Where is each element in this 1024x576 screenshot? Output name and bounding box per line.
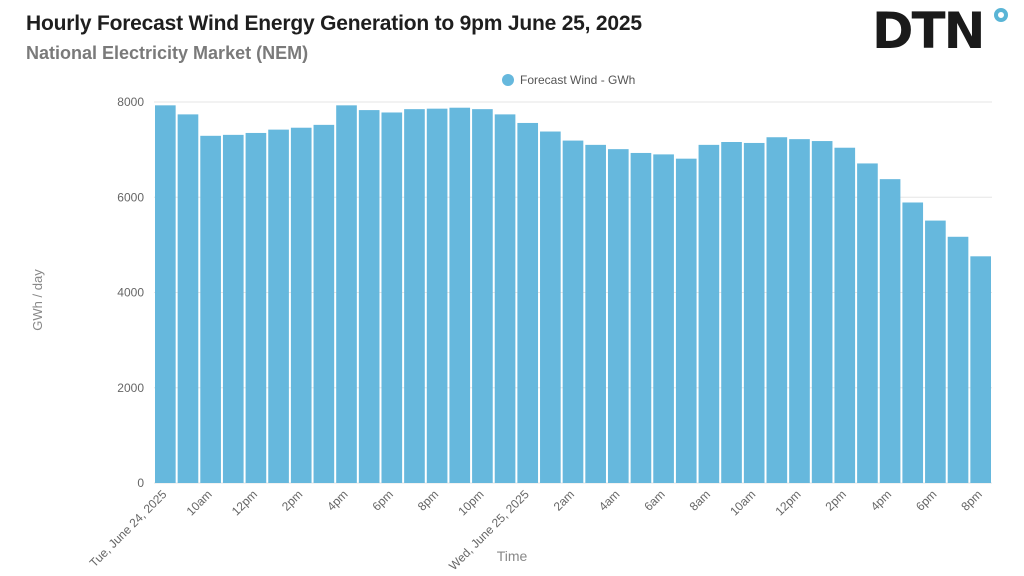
bar: [675, 158, 697, 483]
x-tick-label: 8am: [687, 487, 713, 513]
bar: [970, 256, 991, 483]
bar: [472, 109, 493, 484]
bar: [607, 149, 629, 483]
bar: [653, 154, 674, 483]
bar: [404, 109, 425, 484]
x-tick-label: 10am: [184, 487, 215, 518]
x-tick-label: 12pm: [229, 487, 260, 518]
x-tick-label: 4am: [596, 487, 622, 513]
bar: [947, 236, 969, 483]
y-tick-label: 8000: [117, 95, 144, 109]
x-tick-label: 2pm: [279, 487, 305, 513]
logo-text: DTN: [872, 2, 985, 60]
x-tick-label: 6pm: [370, 487, 396, 513]
bar: [177, 114, 199, 483]
bar: [857, 163, 878, 483]
y-tick-label: 0: [137, 476, 144, 490]
y-tick-label: 6000: [117, 190, 144, 204]
bar: [245, 132, 267, 484]
bar: [200, 135, 221, 483]
bar: [902, 202, 924, 483]
x-tick-label: 2pm: [822, 487, 848, 513]
bar: [766, 137, 788, 483]
bar: [358, 110, 380, 483]
x-tick-label: Tue, June 24, 2025: [87, 487, 170, 570]
bar: [585, 144, 606, 484]
dtn-logo: DTN: [872, 6, 1008, 56]
x-tick-label: 4pm: [324, 487, 350, 513]
bar: [698, 144, 720, 484]
x-axis-title: Time: [497, 548, 528, 564]
bar: [336, 105, 357, 484]
y-tick-label: 4000: [117, 286, 144, 300]
x-tick-label: 8pm: [415, 487, 441, 513]
bar: [811, 141, 833, 484]
bar: [721, 142, 742, 483]
bar: [155, 105, 176, 484]
x-tick-label: 2am: [551, 487, 577, 513]
bar: [290, 127, 312, 483]
legend-swatch-icon: [502, 74, 514, 86]
bar: [222, 134, 244, 483]
bar: [268, 129, 289, 483]
bar: [494, 114, 516, 483]
bar: [540, 131, 561, 483]
bar: [834, 147, 856, 483]
bar: [313, 124, 335, 484]
bar: [517, 122, 539, 483]
bar: [562, 140, 584, 484]
bar: [879, 179, 901, 483]
bar: [426, 108, 448, 483]
legend-label: Forecast Wind - GWh: [520, 73, 636, 87]
bar: [743, 142, 765, 483]
x-tick-label: 8pm: [958, 487, 984, 513]
x-tick-label: 6pm: [913, 487, 939, 513]
logo-dot-icon: [994, 8, 1008, 22]
x-tick-label: 4pm: [868, 487, 894, 513]
chart-title: Hourly Forecast Wind Energy Generation t…: [26, 12, 642, 35]
x-tick-label: 6am: [641, 487, 667, 513]
x-tick-label: 10am: [727, 487, 758, 518]
bar: [381, 112, 403, 483]
y-tick-label: 2000: [117, 381, 144, 395]
chart-legend[interactable]: Forecast Wind - GWh: [502, 73, 635, 87]
chart-subtitle: National Electricity Market (NEM): [26, 43, 309, 63]
bar: [789, 139, 810, 483]
x-tick-label: 10pm: [455, 487, 486, 518]
bar: [630, 152, 652, 484]
x-tick-label: 12pm: [772, 487, 803, 518]
bar: [449, 107, 471, 483]
y-axis-title: GWh / day: [30, 269, 45, 331]
bar: [925, 220, 946, 483]
